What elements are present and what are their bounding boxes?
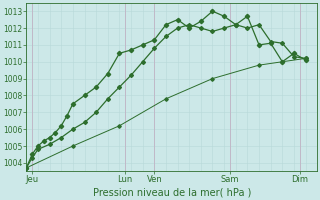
X-axis label: Pression niveau de la mer( hPa ): Pression niveau de la mer( hPa ): [92, 187, 251, 197]
